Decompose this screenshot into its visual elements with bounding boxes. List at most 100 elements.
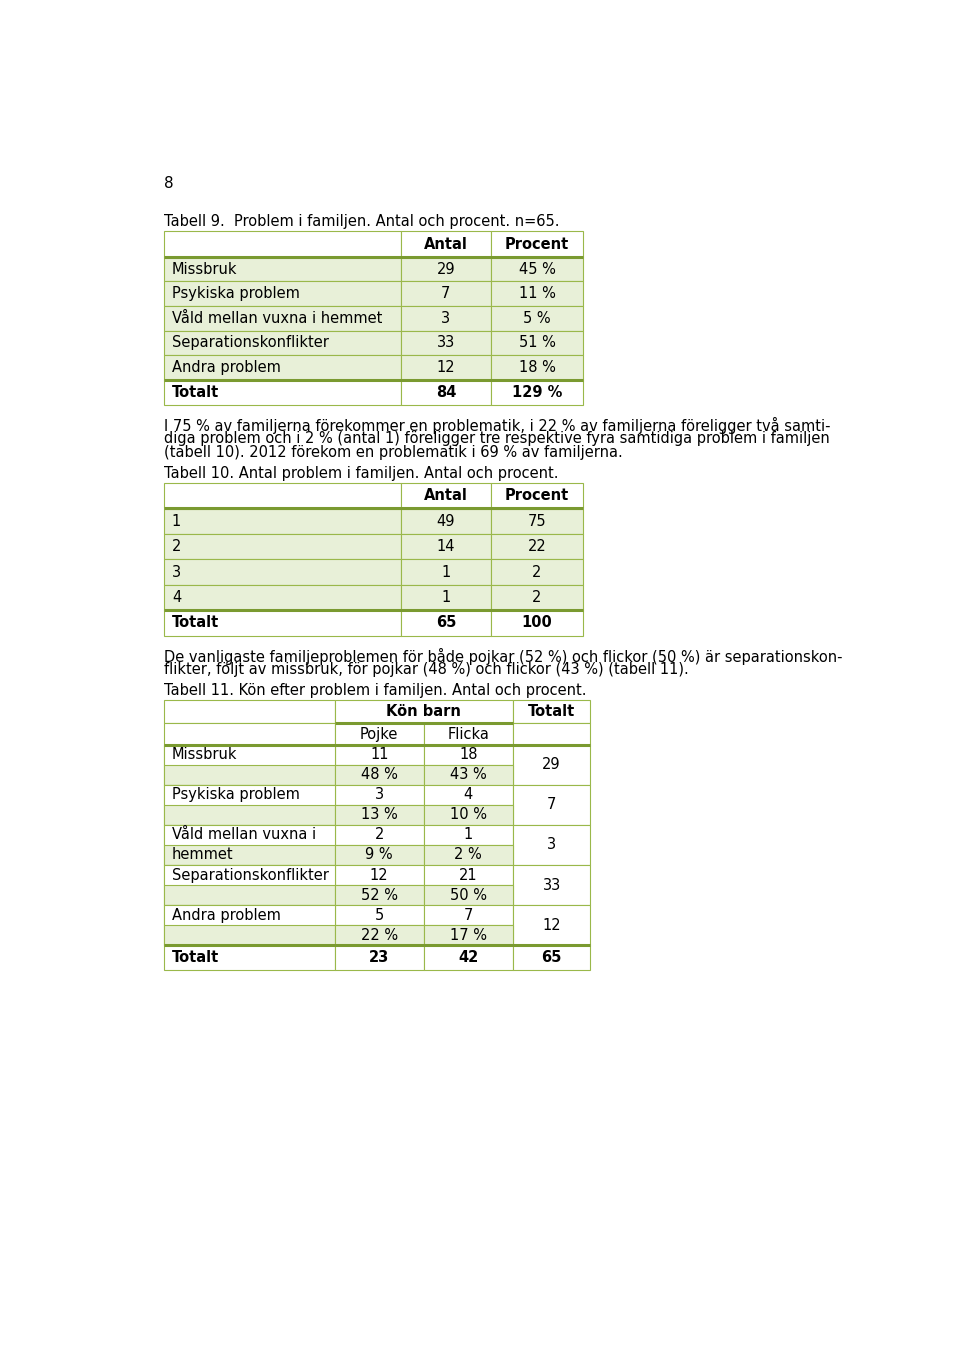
Text: 1: 1 xyxy=(464,828,473,842)
Text: 18: 18 xyxy=(459,748,478,763)
Text: 3: 3 xyxy=(172,564,181,579)
Text: Missbruk: Missbruk xyxy=(172,262,237,277)
Bar xyxy=(492,585,583,610)
Text: Totalt: Totalt xyxy=(528,705,575,720)
Bar xyxy=(400,355,492,379)
Bar xyxy=(492,306,583,331)
Text: Procent: Procent xyxy=(505,236,569,251)
Bar xyxy=(492,483,583,509)
Text: Tabell 11. Kön efter problem i familjen. Antal och procent.: Tabell 11. Kön efter problem i familjen.… xyxy=(164,683,587,698)
Bar xyxy=(335,845,423,865)
Text: I 75 % av familjerna förekommer en problematik, i 22 % av familjerna föreligger : I 75 % av familjerna förekommer en probl… xyxy=(164,417,830,433)
Text: Tabell 10. Antal problem i familjen. Antal och procent.: Tabell 10. Antal problem i familjen. Ant… xyxy=(164,466,559,481)
Text: 50 %: 50 % xyxy=(450,887,487,903)
Text: Totalt: Totalt xyxy=(172,616,219,630)
Bar xyxy=(492,231,583,256)
Bar xyxy=(400,281,492,306)
Bar xyxy=(335,865,423,886)
Text: 42: 42 xyxy=(458,950,478,965)
Text: 22: 22 xyxy=(528,539,546,553)
Text: 4: 4 xyxy=(464,787,473,802)
Bar xyxy=(492,533,583,559)
Text: 3: 3 xyxy=(547,837,556,852)
Text: 33: 33 xyxy=(437,335,455,351)
Bar xyxy=(164,784,335,825)
Text: 2: 2 xyxy=(172,539,181,553)
Text: 5 %: 5 % xyxy=(523,310,551,325)
Text: diga problem och i 2 % (antal 1) föreligger tre respektive fyra samtidiga proble: diga problem och i 2 % (antal 1) förelig… xyxy=(164,431,830,446)
Bar xyxy=(423,784,513,805)
Text: 45 %: 45 % xyxy=(518,262,556,277)
Bar xyxy=(400,231,492,256)
Text: 29: 29 xyxy=(437,262,455,277)
Bar xyxy=(400,331,492,355)
Bar xyxy=(400,509,492,533)
Bar xyxy=(164,610,400,636)
Bar xyxy=(335,945,423,971)
Text: 18 %: 18 % xyxy=(518,360,556,375)
Bar xyxy=(335,701,513,724)
Text: Psykiska problem: Psykiska problem xyxy=(172,787,300,802)
Text: 33: 33 xyxy=(542,878,561,892)
Bar xyxy=(164,745,335,784)
Text: 12: 12 xyxy=(437,360,455,375)
Text: Missbruk: Missbruk xyxy=(172,748,237,763)
Bar xyxy=(164,559,400,585)
Bar xyxy=(335,745,423,765)
Text: 100: 100 xyxy=(521,616,552,630)
Text: (tabell 10). 2012 förekom en problematik i 69 % av familjerna.: (tabell 10). 2012 förekom en problematik… xyxy=(164,444,623,459)
Bar xyxy=(164,724,335,745)
Text: 29: 29 xyxy=(542,757,561,772)
Text: 75: 75 xyxy=(528,514,546,529)
Bar xyxy=(423,765,513,784)
Bar xyxy=(513,945,590,971)
Bar xyxy=(423,724,513,745)
Text: 17 %: 17 % xyxy=(450,927,487,942)
Text: 9 %: 9 % xyxy=(366,848,393,863)
Text: Våld mellan vuxna i: Våld mellan vuxna i xyxy=(172,828,316,842)
Bar xyxy=(335,784,423,805)
Bar xyxy=(400,379,492,405)
Bar xyxy=(164,865,335,886)
Text: 7: 7 xyxy=(442,286,450,301)
Bar xyxy=(400,306,492,331)
Bar xyxy=(164,585,400,610)
Bar xyxy=(423,886,513,904)
Bar xyxy=(423,825,513,845)
Text: 23: 23 xyxy=(369,950,390,965)
Bar xyxy=(492,559,583,585)
Bar xyxy=(492,610,583,636)
Bar xyxy=(492,355,583,379)
Bar xyxy=(164,256,400,281)
Bar xyxy=(513,865,590,904)
Bar xyxy=(400,256,492,281)
Bar xyxy=(164,825,335,845)
Bar xyxy=(423,865,513,886)
Bar xyxy=(164,281,400,306)
Bar xyxy=(335,925,423,945)
Bar xyxy=(164,355,400,379)
Text: Flicka: Flicka xyxy=(447,726,490,741)
Bar xyxy=(164,306,400,331)
Bar xyxy=(492,379,583,405)
Text: 49: 49 xyxy=(437,514,455,529)
Bar xyxy=(492,281,583,306)
Bar xyxy=(164,231,400,256)
Text: Antal: Antal xyxy=(424,489,468,504)
Bar xyxy=(164,886,335,904)
Text: 4: 4 xyxy=(172,590,181,605)
Bar xyxy=(164,805,335,825)
Text: 12: 12 xyxy=(370,868,389,883)
Text: Totalt: Totalt xyxy=(172,950,219,965)
Bar xyxy=(164,904,335,925)
Text: Procent: Procent xyxy=(505,489,569,504)
Text: De vanligaste familjeproblemen för både pojkar (52 %) och flickor (50 %) är sepa: De vanligaste familjeproblemen för både … xyxy=(164,648,843,666)
Text: 2: 2 xyxy=(374,828,384,842)
Text: 2 %: 2 % xyxy=(454,848,482,863)
Bar xyxy=(513,825,590,865)
Bar xyxy=(513,724,590,745)
Text: 65: 65 xyxy=(436,616,456,630)
Bar xyxy=(335,904,423,925)
Text: Separationskonflikter: Separationskonflikter xyxy=(172,335,328,351)
Bar xyxy=(164,509,400,533)
